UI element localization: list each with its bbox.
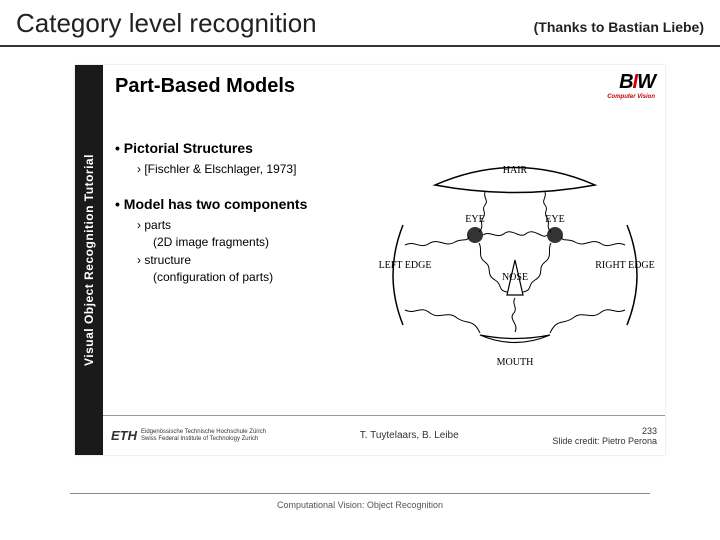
logo-subtitle: Computer Vision [607, 94, 655, 100]
footer-credit: 233 Slide credit: Pietro Perona [552, 426, 657, 446]
bullet-2-head: Model has two components [115, 196, 355, 212]
label-hair: HAIR [503, 165, 528, 176]
outer-header: Category level recognition (Thanks to Ba… [0, 0, 720, 47]
biw-logo: BIW Computer Vision [607, 71, 655, 100]
bullet-list: Pictorial Structures › [Fischler & Elsch… [115, 140, 355, 304]
bullet-1-head: Pictorial Structures [115, 140, 355, 156]
slide-credit: Slide credit: Pietro Perona [552, 436, 657, 446]
slide-title: Part-Based Models [115, 75, 295, 98]
outer-footer: Computational Vision: Object Recognition [70, 493, 650, 510]
sidebar-label: Visual Object Recognition Tutorial [75, 65, 103, 455]
embedded-slide: Visual Object Recognition Tutorial Part-… [75, 65, 665, 455]
page-number: 233 [552, 426, 657, 436]
slide-footer: ETH Eidgenössische Technische Hochschule… [103, 415, 665, 455]
label-right-edge: RIGHT EDGE [595, 260, 655, 271]
bullet-2-sub2text: (configuration of parts) [153, 269, 355, 286]
eth-text: Eidgenössische Technische Hochschule Zür… [141, 429, 266, 442]
bullet-2-sub1: › parts [137, 216, 355, 234]
label-nose: NOSE [502, 272, 528, 283]
label-left-edge: LEFT EDGE [379, 260, 432, 271]
logo-letter-b: B [619, 71, 632, 93]
logo-letter-w: W [637, 71, 655, 93]
label-mouth: MOUTH [497, 357, 534, 368]
page-title: Category level recognition [16, 8, 317, 39]
bullet-1-sub: › [Fischler & Elschlager, 1973] [137, 160, 355, 178]
bullet-2-sub2: › structure [137, 251, 355, 269]
footer-authors: T. Tuytelaars, B. Leibe [360, 430, 459, 441]
bullet-2-sub1text: (2D image fragments) [153, 234, 355, 251]
eth-mark: ETH [111, 428, 137, 443]
eth-logo: ETH Eidgenössische Technische Hochschule… [111, 428, 266, 443]
face-diagram: HAIR LEFT EDGE RIGHT EDGE EYE EYE NOSE M… [375, 150, 655, 380]
bullet-1: Pictorial Structures › [Fischler & Elsch… [115, 140, 355, 178]
credit-text: (Thanks to Bastian Liebe) [534, 19, 704, 35]
bullet-2: Model has two components › parts (2D ima… [115, 196, 355, 286]
